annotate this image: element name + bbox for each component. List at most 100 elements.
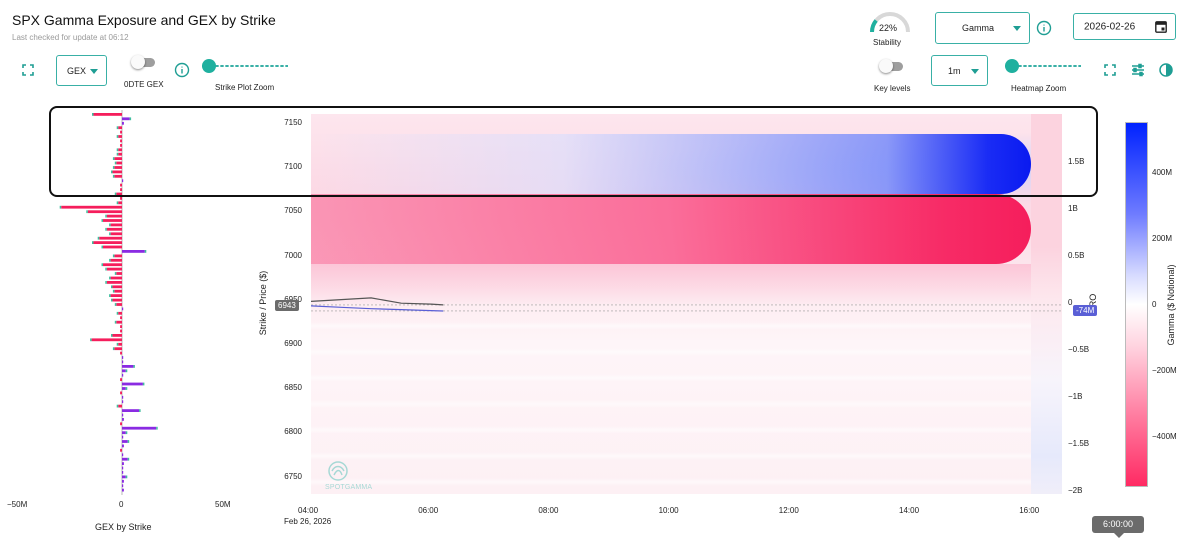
- gex-bar[interactable]: [110, 276, 122, 280]
- gex-bar[interactable]: [120, 391, 122, 395]
- slider-thumb[interactable]: [1005, 59, 1019, 73]
- gex-bar[interactable]: [122, 479, 124, 483]
- heatmap-zoom-slider[interactable]: [1005, 58, 1081, 74]
- gex-bar[interactable]: [103, 219, 122, 222]
- gex-bar[interactable]: [118, 404, 122, 408]
- gex-bar[interactable]: [106, 281, 122, 284]
- gex-bar[interactable]: [114, 254, 122, 258]
- gex-bar[interactable]: [120, 325, 122, 328]
- gex-bar[interactable]: [118, 126, 122, 130]
- gex-bar[interactable]: [61, 205, 122, 209]
- gex-bar[interactable]: [120, 130, 122, 134]
- gex-bar[interactable]: [122, 413, 124, 417]
- gex-bar[interactable]: [110, 232, 122, 236]
- gex-bar[interactable]: [93, 241, 123, 244]
- gex-bar[interactable]: [114, 166, 122, 169]
- gex-bar[interactable]: [122, 382, 143, 386]
- calendar-icon[interactable]: [1155, 20, 1167, 33]
- gex-bar[interactable]: [116, 272, 122, 275]
- gex-bar[interactable]: [122, 307, 124, 311]
- gex-bar[interactable]: [112, 285, 123, 289]
- contrast-icon[interactable]: [1158, 62, 1174, 78]
- gex-bar[interactable]: [116, 303, 122, 306]
- gex-bar[interactable]: [120, 329, 122, 333]
- interval-select[interactable]: 1m: [931, 55, 988, 86]
- gex-bar[interactable]: [122, 457, 128, 461]
- key-levels-toggle[interactable]: [879, 59, 905, 73]
- info-icon[interactable]: [174, 62, 190, 78]
- fullscreen-icon[interactable]: [1102, 62, 1118, 78]
- strike-plot-zoom-slider[interactable]: [202, 58, 288, 74]
- gex-bar[interactable]: [118, 342, 122, 346]
- gex-bar[interactable]: [122, 431, 126, 435]
- gex-bar[interactable]: [116, 320, 122, 324]
- slider-thumb[interactable]: [202, 59, 216, 73]
- gex-bar[interactable]: [120, 422, 122, 426]
- gex-bar[interactable]: [106, 267, 122, 271]
- gex-bar[interactable]: [118, 201, 122, 205]
- gex-bar[interactable]: [112, 298, 123, 302]
- gex-bar[interactable]: [110, 258, 122, 262]
- gex-bar[interactable]: [120, 351, 122, 355]
- gex-bar[interactable]: [122, 250, 145, 253]
- gex-bar[interactable]: [122, 121, 124, 125]
- gex-bar[interactable]: [99, 236, 122, 240]
- gex-bar[interactable]: [122, 466, 124, 470]
- gex-bar[interactable]: [87, 210, 122, 214]
- gex-bar[interactable]: [122, 418, 124, 421]
- gex-bar[interactable]: [116, 161, 122, 165]
- gex-bar[interactable]: [120, 139, 122, 143]
- gex-bar[interactable]: [120, 188, 122, 191]
- gex-bar[interactable]: [120, 144, 122, 147]
- gex-bar[interactable]: [122, 409, 140, 412]
- gex-bar[interactable]: [122, 444, 124, 448]
- gex-bar[interactable]: [122, 117, 130, 121]
- gex-bar[interactable]: [118, 152, 122, 156]
- gex-bar[interactable]: [114, 289, 122, 293]
- info-icon[interactable]: [1036, 20, 1052, 36]
- gex-bar[interactable]: [120, 316, 122, 320]
- gex-bar[interactable]: [103, 245, 122, 249]
- gex-bar[interactable]: [110, 294, 122, 297]
- gex-bar[interactable]: [122, 179, 124, 183]
- gex-bar[interactable]: [122, 484, 124, 488]
- gamma-heatmap[interactable]: [311, 114, 1062, 494]
- gex-bar[interactable]: [103, 263, 122, 267]
- gex-bar[interactable]: [120, 183, 122, 187]
- gex-bar[interactable]: [122, 373, 124, 377]
- gex-bar[interactable]: [122, 426, 157, 430]
- gex-bar[interactable]: [120, 197, 122, 200]
- gex-bar[interactable]: [120, 448, 122, 452]
- gex-bar[interactable]: [110, 223, 122, 227]
- gex-bar[interactable]: [120, 378, 122, 381]
- gex-bar[interactable]: [122, 435, 124, 439]
- gamma-select[interactable]: Gamma: [935, 12, 1030, 44]
- sliders-icon[interactable]: [1130, 62, 1146, 78]
- gex-bar[interactable]: [118, 148, 122, 152]
- gex-bar[interactable]: [114, 347, 122, 351]
- gex-bar[interactable]: [112, 170, 123, 174]
- gex-bar[interactable]: [122, 488, 124, 492]
- gex-bar[interactable]: [122, 462, 124, 465]
- gex-bar[interactable]: [118, 311, 122, 315]
- gex-bar[interactable]: [116, 192, 122, 196]
- gex-bar[interactable]: [114, 174, 122, 178]
- gex-bar[interactable]: [112, 334, 123, 337]
- gex-bar[interactable]: [91, 338, 122, 342]
- gex-bar[interactable]: [122, 440, 128, 443]
- gex-bar[interactable]: [122, 400, 124, 404]
- gex-bar[interactable]: [122, 453, 124, 457]
- gex-bar[interactable]: [122, 471, 124, 474]
- gex-bar[interactable]: [122, 475, 126, 479]
- gex-bar[interactable]: [93, 113, 123, 116]
- gex-bar[interactable]: [118, 135, 122, 138]
- gex-bar[interactable]: [106, 227, 122, 231]
- gex-bar[interactable]: [114, 157, 122, 160]
- fullscreen-icon[interactable]: [20, 62, 36, 78]
- gex-bar[interactable]: [122, 365, 134, 368]
- gex-select[interactable]: GEX: [56, 55, 107, 86]
- gex-bar[interactable]: [122, 369, 126, 373]
- gex-bar[interactable]: [122, 395, 124, 399]
- date-picker[interactable]: 2026-02-26: [1073, 13, 1176, 40]
- gex-bar[interactable]: [122, 387, 126, 390]
